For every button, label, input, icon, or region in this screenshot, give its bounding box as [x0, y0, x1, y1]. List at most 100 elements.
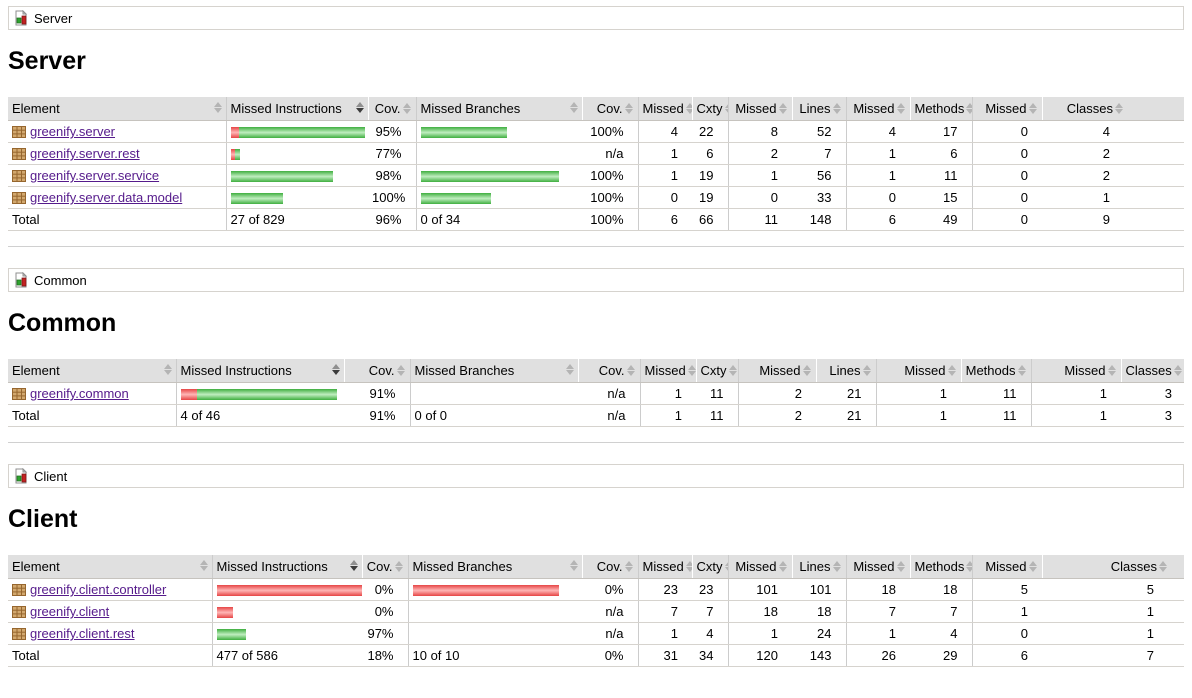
- total-metric-cell: 11: [961, 404, 1031, 427]
- package-link[interactable]: greenify.server.service: [30, 168, 160, 183]
- column-header-element-0[interactable]: Element: [8, 359, 176, 383]
- column-header-cov--4[interactable]: Cov.: [581, 555, 638, 579]
- package-link[interactable]: greenify.server.rest: [30, 146, 140, 161]
- table-row: greenify.server 95% 100% 4 22 8 52 4 17 0 4: [8, 120, 1184, 143]
- column-header-classes-12[interactable]: Classes: [1041, 555, 1184, 579]
- covered-bar: [196, 389, 337, 401]
- column-header-missed-branches-3[interactable]: Missed Branches: [415, 97, 582, 121]
- column-header-lines-8[interactable]: Lines: [791, 97, 846, 121]
- total-metric-cell: 11: [696, 404, 738, 427]
- column-header-missed-7[interactable]: Missed: [737, 359, 816, 383]
- total-metric-cell: 120: [727, 644, 792, 667]
- metric-cell: 7: [845, 600, 910, 623]
- package-link[interactable]: greenify.server.data.model: [30, 190, 183, 205]
- total-metric-cell: 9: [1042, 208, 1184, 231]
- column-header-cxty-6[interactable]: Cxty: [691, 97, 728, 121]
- covered-bar: [230, 193, 283, 205]
- column-header-classes-12[interactable]: Classes: [1120, 359, 1184, 383]
- column-header-cov--2[interactable]: Cov.: [361, 555, 408, 579]
- table-row: greenify.common 91% n/a 1 11 2 21 1 11 1 3: [8, 382, 1184, 405]
- total-metric-cell: 34: [692, 644, 728, 667]
- total-row: Total 27 of 829 96% 0 of 34 100% 6 66 11 148 6 49 0…: [8, 208, 1184, 231]
- metric-cell: 2: [1042, 142, 1184, 165]
- metric-cell: 101: [792, 578, 846, 601]
- instruction-coverage-cell: 0%: [362, 600, 408, 623]
- column-header-missed-instructions-1[interactable]: Missed Instructions: [175, 359, 344, 383]
- sort-icon: [1017, 364, 1027, 377]
- total-instruction-coverage-cell: 96%: [368, 208, 416, 231]
- column-header-methods-10[interactable]: Methods: [909, 555, 972, 579]
- package-link[interactable]: greenify.client.controller: [30, 582, 167, 597]
- total-metric-cell: 11: [727, 208, 792, 231]
- column-header-cov--4[interactable]: Cov.: [577, 359, 640, 383]
- column-header-missed-11[interactable]: Missed: [971, 97, 1042, 121]
- sort-icon: [349, 559, 359, 572]
- metric-cell: 11: [961, 382, 1031, 405]
- column-header-missed-11[interactable]: Missed: [1030, 359, 1121, 383]
- missed-instructions-bar-cell: [175, 382, 344, 405]
- breadcrumb-item: Server: [34, 10, 73, 26]
- column-header-label: Cxty: [696, 559, 723, 574]
- metric-cell: 2: [1042, 164, 1184, 187]
- total-metric-cell: 6: [971, 644, 1042, 667]
- column-header-label: Missed: [642, 559, 684, 574]
- branch-coverage-cell: n/a: [582, 142, 638, 165]
- package-link[interactable]: greenify.client.rest: [30, 626, 135, 641]
- column-header-cov--2[interactable]: Cov.: [343, 359, 410, 383]
- column-header-cov--2[interactable]: Cov.: [367, 97, 416, 121]
- metric-cell: 4: [637, 120, 692, 143]
- total-metric-cell: 2: [737, 404, 816, 427]
- package-link[interactable]: greenify.server: [30, 124, 116, 139]
- column-header-missed-5[interactable]: Missed: [637, 97, 692, 121]
- sort-icon: [331, 363, 341, 376]
- column-header-missed-instructions-1[interactable]: Missed Instructions: [211, 555, 362, 579]
- column-header-missed-5[interactable]: Missed: [637, 555, 692, 579]
- column-header-missed-7[interactable]: Missed: [727, 555, 792, 579]
- sort-icon: [685, 102, 692, 115]
- column-header-missed-5[interactable]: Missed: [639, 359, 696, 383]
- metric-cell: 33: [792, 186, 846, 209]
- column-header-label: Element: [12, 101, 60, 116]
- column-header-missed-9[interactable]: Missed: [875, 359, 961, 383]
- metric-cell: 23: [692, 578, 728, 601]
- column-header-missed-7[interactable]: Missed: [727, 97, 792, 121]
- column-header-cxty-6[interactable]: Cxty: [691, 555, 728, 579]
- missed-branches-bar-cell: [415, 164, 582, 187]
- sort-icon: [947, 364, 957, 377]
- instruction-coverage-cell: 77%: [368, 142, 416, 165]
- branch-coverage-cell: 100%: [582, 186, 638, 209]
- metric-cell: 1: [1042, 186, 1184, 209]
- total-metric-cell: 7: [1042, 644, 1184, 667]
- column-header-lines-8[interactable]: Lines: [815, 359, 876, 383]
- metric-cell: 7: [910, 600, 972, 623]
- column-header-classes-12[interactable]: Classes: [1041, 97, 1184, 121]
- table-row: greenify.client.rest 97% n/a 1 4 1 24 1 4 0 1: [8, 622, 1184, 645]
- column-header-label: Classes: [1125, 363, 1172, 378]
- metric-cell: 7: [637, 600, 692, 623]
- column-header-missed-instructions-1[interactable]: Missed Instructions: [225, 97, 368, 121]
- sort-icon: [396, 364, 406, 377]
- metric-cell: 4: [845, 120, 910, 143]
- column-header-label: Missed: [904, 363, 946, 378]
- package-link[interactable]: greenify.common: [30, 386, 129, 401]
- column-header-element-0[interactable]: Element: [8, 97, 226, 121]
- column-header-missed-9[interactable]: Missed: [845, 97, 910, 121]
- column-header-missed-11[interactable]: Missed: [971, 555, 1042, 579]
- column-header-cxty-6[interactable]: Cxty: [695, 359, 738, 383]
- column-header-cov--4[interactable]: Cov.: [581, 97, 638, 121]
- branch-coverage-cell: n/a: [578, 382, 640, 405]
- section-title: Client: [8, 505, 78, 533]
- sort-icon: [724, 102, 728, 115]
- column-header-lines-8[interactable]: Lines: [791, 555, 846, 579]
- coverage-table: Element Missed Instructions Cov. Missed Bra…: [8, 555, 1184, 667]
- column-header-methods-10[interactable]: Methods: [960, 359, 1031, 383]
- sort-icon: [624, 560, 634, 573]
- column-header-label: Missed: [642, 101, 684, 116]
- package-link[interactable]: greenify.client: [30, 604, 110, 619]
- column-header-missed-9[interactable]: Missed: [845, 555, 910, 579]
- column-header-missed-branches-3[interactable]: Missed Branches: [409, 359, 578, 383]
- column-header-element-0[interactable]: Element: [8, 555, 212, 579]
- column-header-missed-branches-3[interactable]: Missed Branches: [407, 555, 582, 579]
- column-header-methods-10[interactable]: Methods: [909, 97, 972, 121]
- missed-bar: [216, 607, 233, 619]
